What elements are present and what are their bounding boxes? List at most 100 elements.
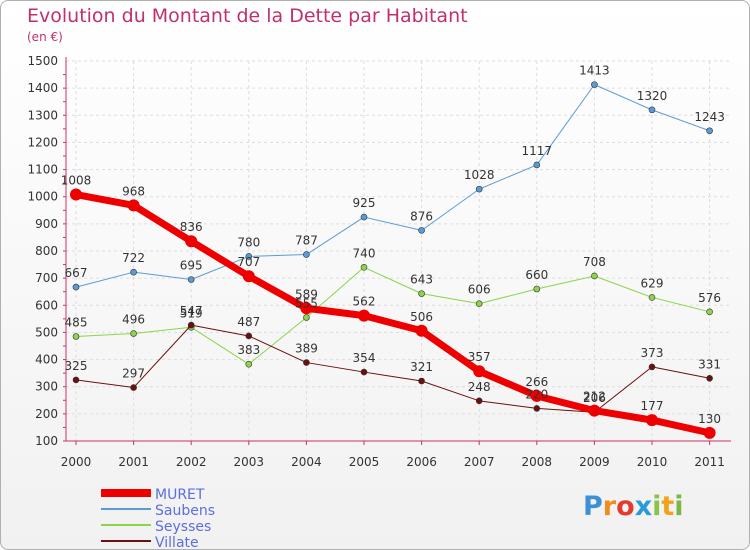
data-point-villate — [130, 384, 137, 391]
data-label-muret: 177 — [641, 399, 664, 413]
data-point-saubens — [360, 213, 368, 221]
data-point-seysses — [303, 314, 310, 321]
x-tick-label: 2004 — [291, 455, 322, 469]
data-label-saubens: 667 — [65, 266, 88, 280]
y-tick-label: 400 — [35, 353, 58, 367]
data-label-saubens: 876 — [410, 209, 433, 223]
data-point-seysses — [360, 263, 368, 271]
data-label-muret: 506 — [410, 310, 433, 324]
data-point-villate — [533, 405, 541, 412]
y-tick-label: 1400 — [27, 81, 58, 95]
series-line-seysses — [75, 266, 710, 365]
data-label-saubens: 925 — [353, 196, 376, 210]
y-tick-label: 1200 — [27, 135, 58, 149]
data-label-saubens: 722 — [122, 251, 145, 265]
x-tick-label: 2005 — [349, 455, 380, 469]
data-label-saubens: 1028 — [464, 168, 495, 182]
data-point-muret — [300, 302, 313, 315]
data-point-villate — [648, 363, 656, 371]
data-label-seysses: 660 — [525, 268, 548, 282]
data-label-muret: 707 — [237, 255, 260, 269]
legend-label-villate: Villate — [155, 535, 199, 550]
data-point-villate — [72, 376, 80, 384]
data-point-muret — [473, 365, 486, 378]
y-tick-label: 600 — [35, 298, 58, 312]
chart-title: Evolution du Montant de la Dette par Hab… — [27, 5, 468, 27]
data-point-saubens — [303, 251, 310, 258]
proxiti-logo: Proxiti — [583, 491, 684, 522]
y-tick-label: 1300 — [27, 108, 58, 122]
data-label-saubens: 780 — [237, 235, 260, 249]
data-point-saubens — [706, 127, 713, 135]
data-point-saubens — [245, 253, 253, 260]
data-label-villate: 325 — [65, 359, 88, 373]
data-point-seysses — [475, 300, 483, 307]
data-label-seysses: 519 — [180, 306, 203, 320]
data-point-muret — [358, 309, 370, 322]
data-point-muret — [588, 404, 601, 417]
data-point-seysses — [591, 272, 598, 280]
data-label-seysses: 740 — [353, 246, 376, 260]
data-label-muret: 589 — [295, 287, 318, 301]
data-label-muret: 357 — [468, 350, 491, 364]
data-label-villate: 354 — [353, 351, 376, 365]
data-point-seysses — [706, 308, 713, 316]
data-point-villate — [706, 374, 713, 382]
y-tick-label: 1000 — [27, 190, 58, 204]
data-label-muret: 968 — [122, 184, 145, 198]
data-label-seysses: 555 — [295, 297, 318, 311]
series-line-muret — [75, 191, 711, 437]
data-label-villate: 321 — [410, 360, 433, 374]
data-point-seysses — [418, 290, 425, 297]
data-point-saubens — [591, 81, 598, 88]
data-point-saubens — [648, 106, 656, 114]
data-point-villate — [475, 397, 483, 405]
series-line-villate — [75, 324, 710, 413]
x-tick-label: 2011 — [694, 455, 725, 469]
y-tick-label: 700 — [35, 271, 58, 285]
x-tick-label: 2002 — [176, 455, 207, 469]
data-label-villate: 206 — [583, 391, 606, 405]
data-point-muret — [70, 188, 82, 201]
data-label-villate: 248 — [468, 380, 491, 394]
data-label-muret: 1008 — [61, 174, 92, 188]
data-point-seysses — [533, 285, 541, 293]
data-point-muret — [530, 389, 543, 402]
data-label-villate: 547 — [180, 304, 203, 318]
y-tick-label: 1500 — [27, 54, 58, 68]
data-label-seysses: 485 — [65, 316, 88, 330]
y-tick-label: 100 — [35, 434, 58, 448]
legend-label-seysses: Seysses — [155, 519, 211, 535]
data-point-saubens — [187, 276, 195, 283]
data-point-villate — [360, 368, 368, 376]
data-point-saubens — [130, 268, 137, 276]
data-label-villate: 331 — [698, 357, 721, 371]
data-point-saubens — [475, 185, 483, 193]
series-line-saubens — [75, 84, 710, 288]
x-tick-label: 2003 — [234, 455, 265, 469]
chart-unit: (en €) — [27, 30, 63, 44]
data-label-saubens: 1320 — [637, 89, 668, 103]
data-label-seysses: 643 — [410, 273, 433, 287]
data-point-seysses — [72, 333, 80, 340]
y-tick-label: 500 — [35, 325, 58, 339]
data-label-seysses: 496 — [122, 313, 145, 327]
data-label-saubens: 1413 — [579, 64, 610, 78]
y-tick-label: 800 — [35, 244, 58, 258]
data-label-villate: 220 — [525, 387, 548, 401]
y-tick-label: 900 — [35, 217, 58, 231]
x-tick-label: 2010 — [637, 455, 668, 469]
data-label-muret: 266 — [525, 375, 548, 389]
data-label-villate: 487 — [237, 315, 260, 329]
y-tick-label: 300 — [35, 380, 58, 394]
legend-label-muret: MURET — [155, 487, 205, 503]
data-point-seysses — [245, 360, 253, 368]
data-label-saubens: 1117 — [522, 144, 553, 158]
data-label-seysses: 383 — [237, 343, 260, 357]
data-point-muret — [127, 199, 140, 212]
data-label-muret: 212 — [583, 390, 606, 404]
data-point-saubens — [72, 283, 80, 291]
data-point-villate — [303, 359, 310, 366]
